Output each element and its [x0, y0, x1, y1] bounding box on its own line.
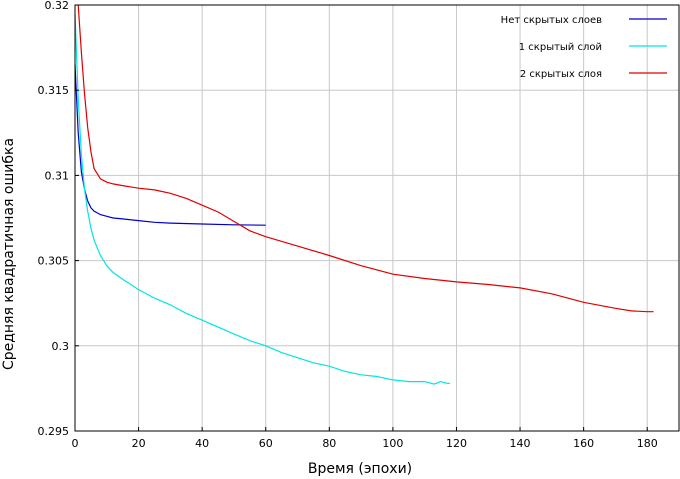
x-tick-label: 100: [382, 437, 403, 450]
legend-label-2: 1 скрытый слой: [519, 42, 602, 53]
series-line-2: [74, 13, 451, 385]
legend: Нет скрытых слоев 1 скрытый слой 2 скрытых…: [501, 15, 667, 80]
x-tick-label: 180: [637, 437, 658, 450]
series-line-1: [74, 64, 266, 226]
x-tick-label: 60: [259, 437, 273, 450]
plot-frame: [74, 4, 680, 432]
y-axis-label: Средняя квадратичная ошибка: [1, 138, 17, 370]
x-tick-label: 120: [446, 437, 467, 450]
legend-label-3: 2 скрытых слоя: [520, 69, 602, 80]
x-axis-label: Время (эпохи): [308, 461, 412, 477]
x-tick-label: 40: [195, 437, 209, 450]
x-tick-label: 80: [322, 437, 336, 450]
y-tick-label: 0.315: [38, 84, 70, 97]
x-tick-label: 140: [510, 437, 531, 450]
series-line-3: [77, 4, 654, 313]
series-lines: [74, 4, 654, 385]
y-tick-label: 0.31: [45, 169, 70, 182]
x-tick-label: 0: [72, 437, 79, 450]
y-tick-label: 0.32: [45, 0, 70, 12]
x-axis-ticks: 0 20 40 60 80 100 120 140 160 180: [72, 427, 658, 450]
legend-label-1: Нет скрытых слоев: [501, 15, 602, 26]
x-tick-label: 160: [573, 437, 594, 450]
y-tick-label: 0.3: [52, 340, 70, 353]
x-tick-label: 20: [132, 437, 146, 450]
y-tick-label: 0.305: [38, 255, 70, 268]
y-axis-ticks: 0.295 0.3 0.305 0.31 0.315 0.32: [38, 0, 79, 438]
y-tick-label: 0.295: [38, 425, 70, 438]
